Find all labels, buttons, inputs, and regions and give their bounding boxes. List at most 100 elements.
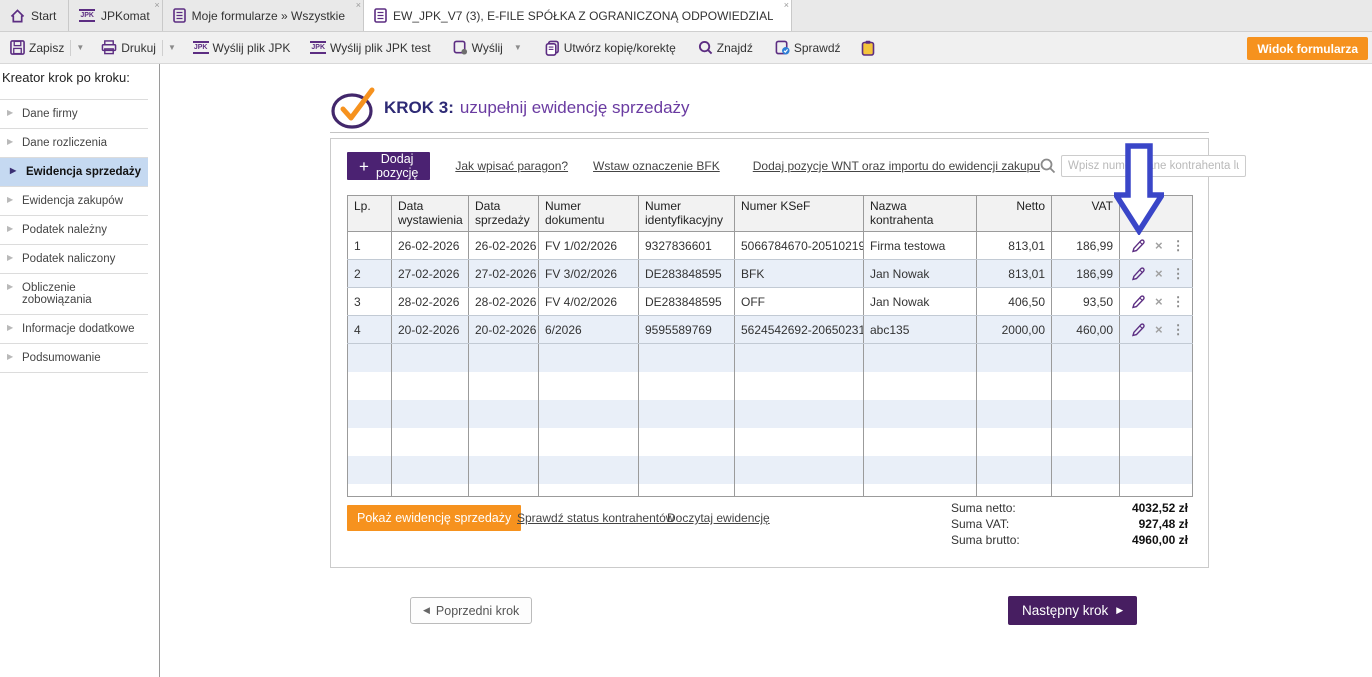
send-jpk-test-button[interactable]: JPK Wyślij plik JPK test — [304, 36, 436, 60]
tab-moje-formularze[interactable]: Moje formularze » Wszystkie × — [163, 0, 365, 31]
sidebar-item[interactable]: ▶ Informacje dodatkowe — [0, 314, 148, 343]
add-position-label: Dodaj pozycję — [375, 152, 419, 180]
delete-icon[interactable]: × — [1155, 238, 1163, 253]
jpk-icon: JPK — [192, 41, 209, 54]
link-load-register[interactable]: Doczytaj ewidencję — [667, 511, 770, 525]
cell-numer-dokumentu: 6/2026 — [538, 315, 639, 344]
send-jpk-button[interactable]: JPK Wyślij plik JPK — [187, 36, 297, 60]
add-position-button[interactable]: + Dodaj pozycję — [347, 152, 431, 180]
sales-panel: + Dodaj pozycję Jak wpisać paragon? Wsta… — [330, 138, 1247, 568]
edit-pencil-icon[interactable] — [1130, 238, 1146, 254]
tab-label: JPKomat — [100, 8, 150, 23]
col-numer-identyfikacyjny: Numer identyfikacyjny — [638, 195, 735, 232]
sidebar-item[interactable]: ▶ Podsumowanie — [0, 343, 148, 373]
cell-lp: 3 — [347, 287, 392, 316]
more-options-icon[interactable]: ⋮ — [1171, 321, 1185, 337]
cell-lp: 4 — [347, 315, 392, 344]
save-dropdown[interactable]: ▼ — [70, 39, 89, 56]
send-button[interactable]: Wyślij — [447, 36, 509, 60]
form-view-button[interactable]: Widok formularza — [1247, 37, 1368, 60]
show-sales-register-button[interactable]: Pokaż ewidencję sprzedaży — [347, 505, 522, 531]
close-icon[interactable]: × — [783, 0, 790, 10]
chevron-right-icon: ▶ — [7, 224, 14, 233]
header-divider — [330, 132, 1209, 133]
jpk-icon: JPK — [310, 41, 327, 54]
next-step-label: Następny krok — [1022, 603, 1109, 618]
delete-icon[interactable]: × — [1155, 266, 1163, 281]
sidebar-item[interactable]: ▶ Dane rozliczenia — [0, 128, 148, 157]
empty-table-row — [347, 455, 1193, 484]
sidebar-item[interactable]: ▶ Podatek należny — [0, 215, 148, 244]
print-label: Drukuj — [121, 40, 156, 55]
empty-table-row — [347, 371, 1193, 400]
tab-ew-jpk-v7[interactable]: EW_JPK_V7 (3), E-FILE SPÓŁKA Z OGRANICZO… — [364, 0, 793, 31]
copy-label: Utwórz kopię/korektę — [563, 40, 676, 55]
sidebar-item[interactable]: ▶ Ewidencja sprzedaży — [0, 157, 148, 186]
plus-icon: + — [359, 156, 369, 176]
cell-data-wystawienia: 20-02-2026 — [391, 315, 469, 344]
chevron-right-icon: ▶ — [7, 323, 14, 332]
sum-vat-value: 927,48 zł — [1138, 517, 1188, 531]
tab-jpkomat[interactable]: JPK JPKomat × — [69, 0, 163, 31]
table-body: 1 26-02-2026 26-02-2026 FV 1/02/2026 932… — [347, 231, 1193, 344]
table-row: 2 27-02-2026 27-02-2026 FV 3/02/2026 DE2… — [347, 259, 1193, 288]
find-button[interactable]: Znajdź — [692, 36, 759, 60]
cell-nazwa-kontrahenta: Jan Nowak — [863, 259, 977, 288]
row-actions: × ⋮ — [1130, 238, 1188, 254]
send-label: Wyślij — [471, 40, 503, 55]
link-add-wnt[interactable]: Dodaj pozycje WNT oraz importu do ewiden… — [752, 159, 1041, 173]
print-button[interactable]: Drukuj — [95, 36, 162, 60]
clipboard-button[interactable] — [855, 36, 881, 60]
search-area — [1040, 155, 1247, 177]
empty-rows — [347, 343, 1193, 497]
cell-nazwa-kontrahenta: Firma testowa — [863, 231, 977, 260]
cell-numer-ksef: BFK — [734, 259, 864, 288]
sidebar-item-label: Dane firmy — [22, 108, 78, 120]
delete-icon[interactable]: × — [1155, 322, 1163, 337]
edit-pencil-icon[interactable] — [1130, 266, 1146, 282]
chevron-right-icon: ▶ — [7, 352, 14, 361]
sum-netto-row: Suma netto: 4032,52 zł — [951, 500, 1188, 516]
cell-numer-identyfikacyjny: 9327836601 — [638, 231, 735, 260]
cell-netto: 406,50 — [976, 287, 1052, 316]
sidebar-item[interactable]: ▶ Obliczenie zobowiązania — [0, 273, 148, 314]
link-insert-bfk[interactable]: Wstaw oznaczenie BFK — [593, 159, 720, 173]
search-icon — [1040, 158, 1056, 174]
tab-start[interactable]: Start — [0, 0, 70, 31]
sidebar-item[interactable]: ▶ Dane firmy — [0, 99, 148, 128]
link-check-contractors-status[interactable]: Sprawdź status kontrahentów — [517, 511, 675, 525]
sum-vat-row: Suma VAT: 927,48 zł — [951, 516, 1188, 532]
previous-step-button[interactable]: ◀ Poprzedni krok — [410, 597, 533, 624]
cell-numer-identyfikacyjny: DE283848595 — [638, 287, 735, 316]
copy-correct-button[interactable]: Utwórz kopię/korektę — [539, 36, 682, 60]
print-dropdown[interactable]: ▼ — [161, 39, 181, 56]
cell-netto: 813,01 — [976, 231, 1052, 260]
save-icon — [10, 40, 25, 55]
more-options-icon[interactable]: ⋮ — [1171, 265, 1185, 281]
col-vat: VAT — [1051, 195, 1120, 232]
more-options-icon[interactable]: ⋮ — [1171, 293, 1185, 309]
form-icon — [374, 8, 387, 23]
link-how-to-receipt[interactable]: Jak wpisać paragon? — [455, 159, 569, 173]
sidebar-item[interactable]: ▶ Ewidencja zakupów — [0, 186, 148, 215]
edit-pencil-icon[interactable] — [1130, 322, 1146, 338]
step-description: uzupełnij ewidencję sprzedaży — [459, 98, 690, 117]
summary-totals: Suma netto: 4032,52 zł Suma VAT: 927,48 … — [951, 500, 1188, 548]
check-button[interactable]: Sprawdź — [769, 36, 847, 60]
sidebar-item[interactable]: ▶ Podatek naliczony — [0, 244, 148, 273]
send-dropdown[interactable]: ▼ — [513, 43, 522, 52]
find-label: Znajdź — [716, 40, 753, 55]
save-button[interactable]: Zapisz — [4, 36, 70, 60]
check-label: Sprawdź — [793, 40, 841, 55]
more-options-icon[interactable]: ⋮ — [1171, 237, 1185, 253]
close-icon[interactable]: × — [154, 0, 160, 10]
cell-numer-identyfikacyjny: 9595589769 — [638, 315, 735, 344]
next-step-button[interactable]: Następny krok ▶ — [1008, 596, 1138, 625]
edit-pencil-icon[interactable] — [1130, 294, 1146, 310]
close-icon[interactable]: × — [355, 0, 362, 10]
delete-icon[interactable]: × — [1155, 294, 1163, 309]
cell-numer-ksef: OFF — [734, 287, 864, 316]
cell-numer-identyfikacyjny: DE283848595 — [638, 259, 735, 288]
search-input[interactable] — [1061, 155, 1247, 177]
